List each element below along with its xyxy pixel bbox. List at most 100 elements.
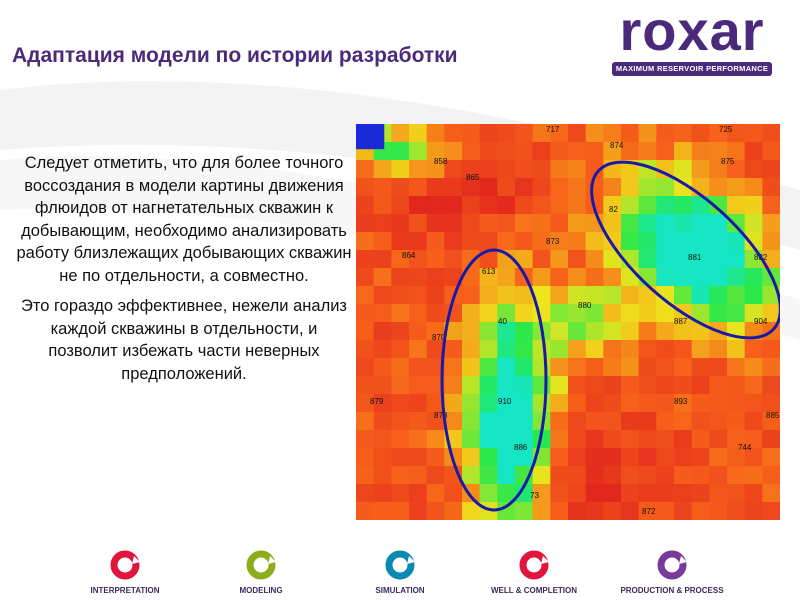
- nav-modeling[interactable]: MODELING: [186, 548, 336, 595]
- heatmap-cell: [515, 232, 534, 251]
- heatmap-cell: [426, 502, 445, 520]
- heatmap-cell: [568, 322, 587, 341]
- heatmap-cell: [462, 304, 481, 323]
- heatmap-cell: [426, 160, 445, 179]
- heatmap-cell: [568, 358, 587, 377]
- well-label: 872: [642, 507, 656, 516]
- heatmap-cell: [444, 178, 463, 197]
- heatmap-cell: [479, 340, 498, 359]
- heatmap-cell: [444, 322, 463, 341]
- heatmap-cell: [621, 358, 640, 377]
- heatmap-cell: [568, 394, 587, 413]
- nav-label: SIMULATION: [375, 586, 425, 595]
- heatmap-cell: [532, 268, 551, 287]
- heatmap-cell: [532, 160, 551, 179]
- heatmap-cell: [444, 376, 463, 395]
- heatmap-cell: [744, 484, 763, 503]
- heatmap-cell: [426, 142, 445, 161]
- nav-production-process[interactable]: PRODUCTION & PROCESS: [597, 548, 747, 595]
- heatmap-cell: [691, 214, 710, 233]
- well-label: 893: [674, 397, 688, 406]
- heatmap-cell: [638, 484, 657, 503]
- heatmap-cell: [426, 250, 445, 269]
- heatmap-cell: [426, 484, 445, 503]
- heatmap-cell: [550, 430, 569, 449]
- heatmap-cell: [621, 448, 640, 467]
- heatmap-cell: [638, 340, 657, 359]
- heatmap-cell: [691, 412, 710, 431]
- heatmap-cell: [426, 466, 445, 485]
- heatmap-cell: [585, 178, 604, 197]
- heatmap-cell: [426, 430, 445, 449]
- heatmap-cell: [691, 196, 710, 215]
- heatmap-cell: [462, 142, 481, 161]
- heatmap-cell: [356, 430, 375, 449]
- heatmap-cell: [391, 232, 410, 251]
- heatmap-cell: [727, 178, 746, 197]
- heatmap-cell: [391, 448, 410, 467]
- heatmap-cell: [727, 160, 746, 179]
- logo-tagline: MAXIMUM RESERVOIR PERFORMANCE: [612, 62, 772, 76]
- heatmap-cell: [656, 286, 675, 305]
- heatmap-cell: [656, 160, 675, 179]
- heatmap-cell: [638, 214, 657, 233]
- low-value-cell: [356, 124, 385, 150]
- heatmap-cell: [550, 250, 569, 269]
- heatmap-cell: [744, 124, 763, 143]
- heatmap-cell: [603, 448, 622, 467]
- body-text: Следует отметить, что для более точного …: [14, 152, 354, 393]
- heatmap-cell: [409, 466, 428, 485]
- heatmap-cell: [356, 340, 375, 359]
- nav-simulation[interactable]: SIMULATION: [325, 548, 475, 595]
- well-label: 886: [514, 443, 528, 452]
- heatmap-cell: [638, 376, 657, 395]
- nav-interpretation[interactable]: INTERPRETATION: [50, 548, 200, 595]
- heatmap-cell: [585, 250, 604, 269]
- heatmap-cell: [479, 448, 498, 467]
- heatmap-cell: [621, 502, 640, 520]
- heatmap-cell: [603, 286, 622, 305]
- heatmap-cell: [585, 430, 604, 449]
- heatmap-cell: [656, 448, 675, 467]
- heatmap-cell: [426, 286, 445, 305]
- heatmap-cell: [656, 340, 675, 359]
- heatmap-cell: [462, 448, 481, 467]
- production-process-icon: [657, 550, 687, 580]
- heatmap-cell: [497, 358, 516, 377]
- heatmap-cell: [656, 466, 675, 485]
- heatmap-cell: [762, 196, 780, 215]
- heatmap-cell: [391, 340, 410, 359]
- heatmap-cell: [550, 304, 569, 323]
- heatmap-cell: [479, 376, 498, 395]
- heatmap-cell: [762, 358, 780, 377]
- nav-well-completion[interactable]: WELL & COMPLETION: [459, 548, 609, 595]
- heatmap-cell: [585, 376, 604, 395]
- heatmap-cell: [479, 250, 498, 269]
- well-label: 910: [498, 397, 512, 406]
- heatmap-cell: [356, 250, 375, 269]
- heatmap-cell: [391, 178, 410, 197]
- well-label: 880: [578, 301, 592, 310]
- heatmap-cell: [585, 502, 604, 520]
- heatmap-cell: [444, 232, 463, 251]
- heatmap-cell: [568, 124, 587, 143]
- heatmap-cell: [709, 196, 728, 215]
- heatmap-cell: [762, 304, 780, 323]
- heatmap-cell: [373, 214, 392, 233]
- heatmap-cell: [426, 358, 445, 377]
- heatmap-cell: [356, 394, 375, 413]
- heatmap-cell: [515, 196, 534, 215]
- heatmap-cell: [373, 340, 392, 359]
- heatmap-cell: [373, 268, 392, 287]
- heatmap-cell: [391, 268, 410, 287]
- saturation-map: 717 725 874 875 858 865 82 873 864 881 882 613 880 40…: [356, 124, 780, 520]
- heatmap-cell: [444, 502, 463, 520]
- heatmap-cell: [603, 394, 622, 413]
- heatmap-cell: [479, 232, 498, 251]
- heatmap-cell: [709, 484, 728, 503]
- heatmap-cell: [727, 466, 746, 485]
- heatmap-cell: [621, 232, 640, 251]
- heatmap-cell: [550, 214, 569, 233]
- heatmap-cell: [444, 160, 463, 179]
